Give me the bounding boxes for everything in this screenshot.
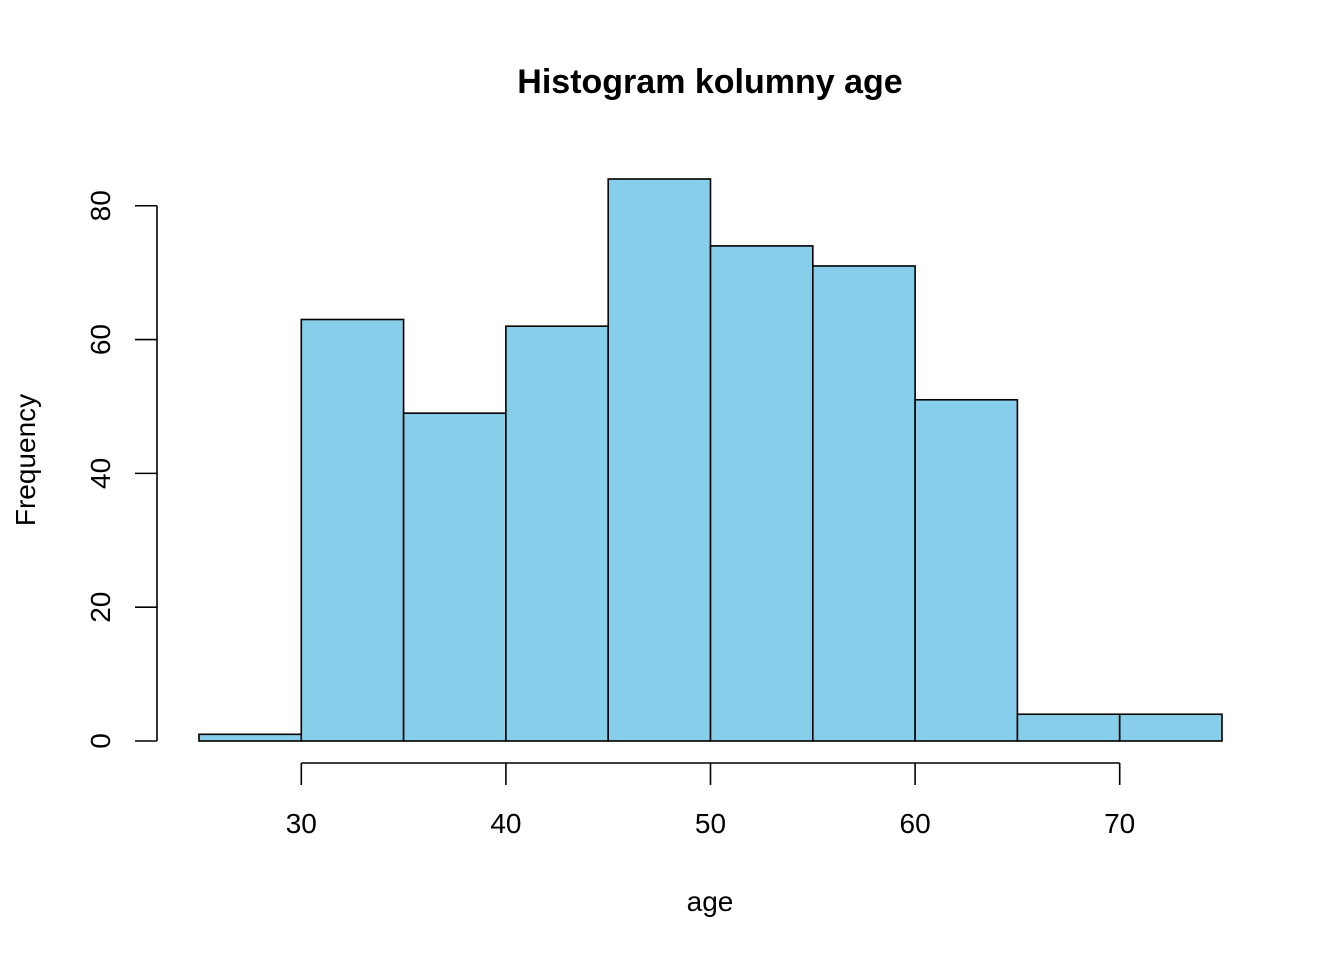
chart-title: Histogram kolumny age [517,63,902,101]
y-axis-label: Frequency [10,394,41,526]
histogram-bar-70-75 [1118,713,1223,742]
histogram-bar-25-30 [198,733,303,742]
histogram-bar-55-60 [811,265,916,742]
histogram-bar-40-45 [505,325,609,742]
y-tick-label: 20 [85,592,116,623]
x-tick-label: 60 [900,808,931,839]
histogram-bar-45-50 [607,178,712,742]
histogram-bar-50-55 [709,245,814,742]
x-axis: 30 40 50 60 70 [286,762,1135,839]
x-tick-label: 70 [1104,808,1135,839]
y-axis: 0 20 40 60 80 [85,190,158,749]
y-tick-label: 40 [85,458,116,489]
y-tick-label: 60 [85,324,116,355]
y-tick-label: 0 [85,733,116,749]
y-tick-label: 80 [85,190,116,221]
histogram-bar-35-40 [402,412,507,742]
histogram-bar-65-70 [1016,713,1121,742]
bars-group [198,178,1223,742]
x-tick-label: 50 [695,808,726,839]
histogram-bar-30-35 [300,318,405,742]
x-axis-label: age [687,886,734,917]
histogram-bar-60-65 [914,398,1019,742]
x-tick-label: 30 [286,808,317,839]
x-tick-label: 40 [490,808,521,839]
